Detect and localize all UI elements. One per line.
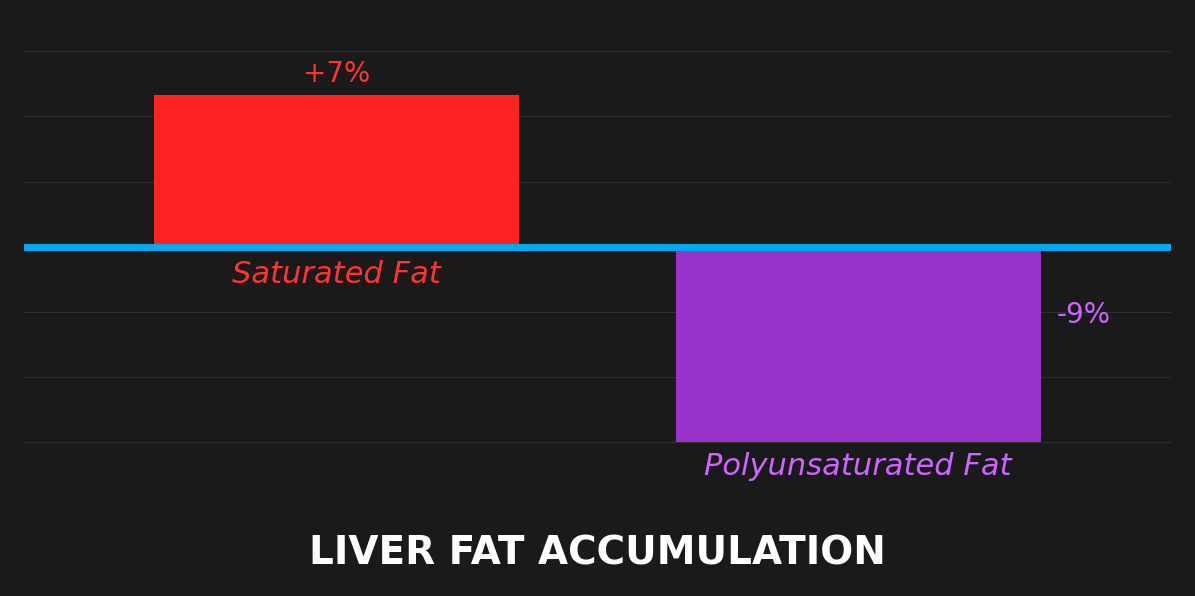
Text: Saturated Fat: Saturated Fat [232,259,441,288]
Text: -9%: -9% [1056,301,1110,329]
Bar [154,95,520,247]
Text: +7%: +7% [304,60,370,88]
Bar [675,247,1041,442]
Text: Polyunsaturated Fat: Polyunsaturated Fat [704,452,1012,482]
Text: LIVER FAT ACCUMULATION: LIVER FAT ACCUMULATION [310,534,885,572]
